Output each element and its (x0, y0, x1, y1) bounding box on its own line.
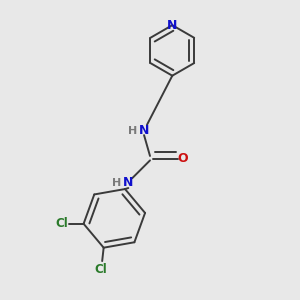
Text: O: O (177, 152, 188, 165)
Text: H: H (128, 126, 137, 136)
Text: N: N (167, 19, 178, 32)
Text: H: H (112, 178, 121, 188)
Text: N: N (139, 124, 149, 137)
Text: N: N (123, 176, 134, 189)
Text: Cl: Cl (94, 263, 107, 277)
Text: Cl: Cl (55, 217, 68, 230)
